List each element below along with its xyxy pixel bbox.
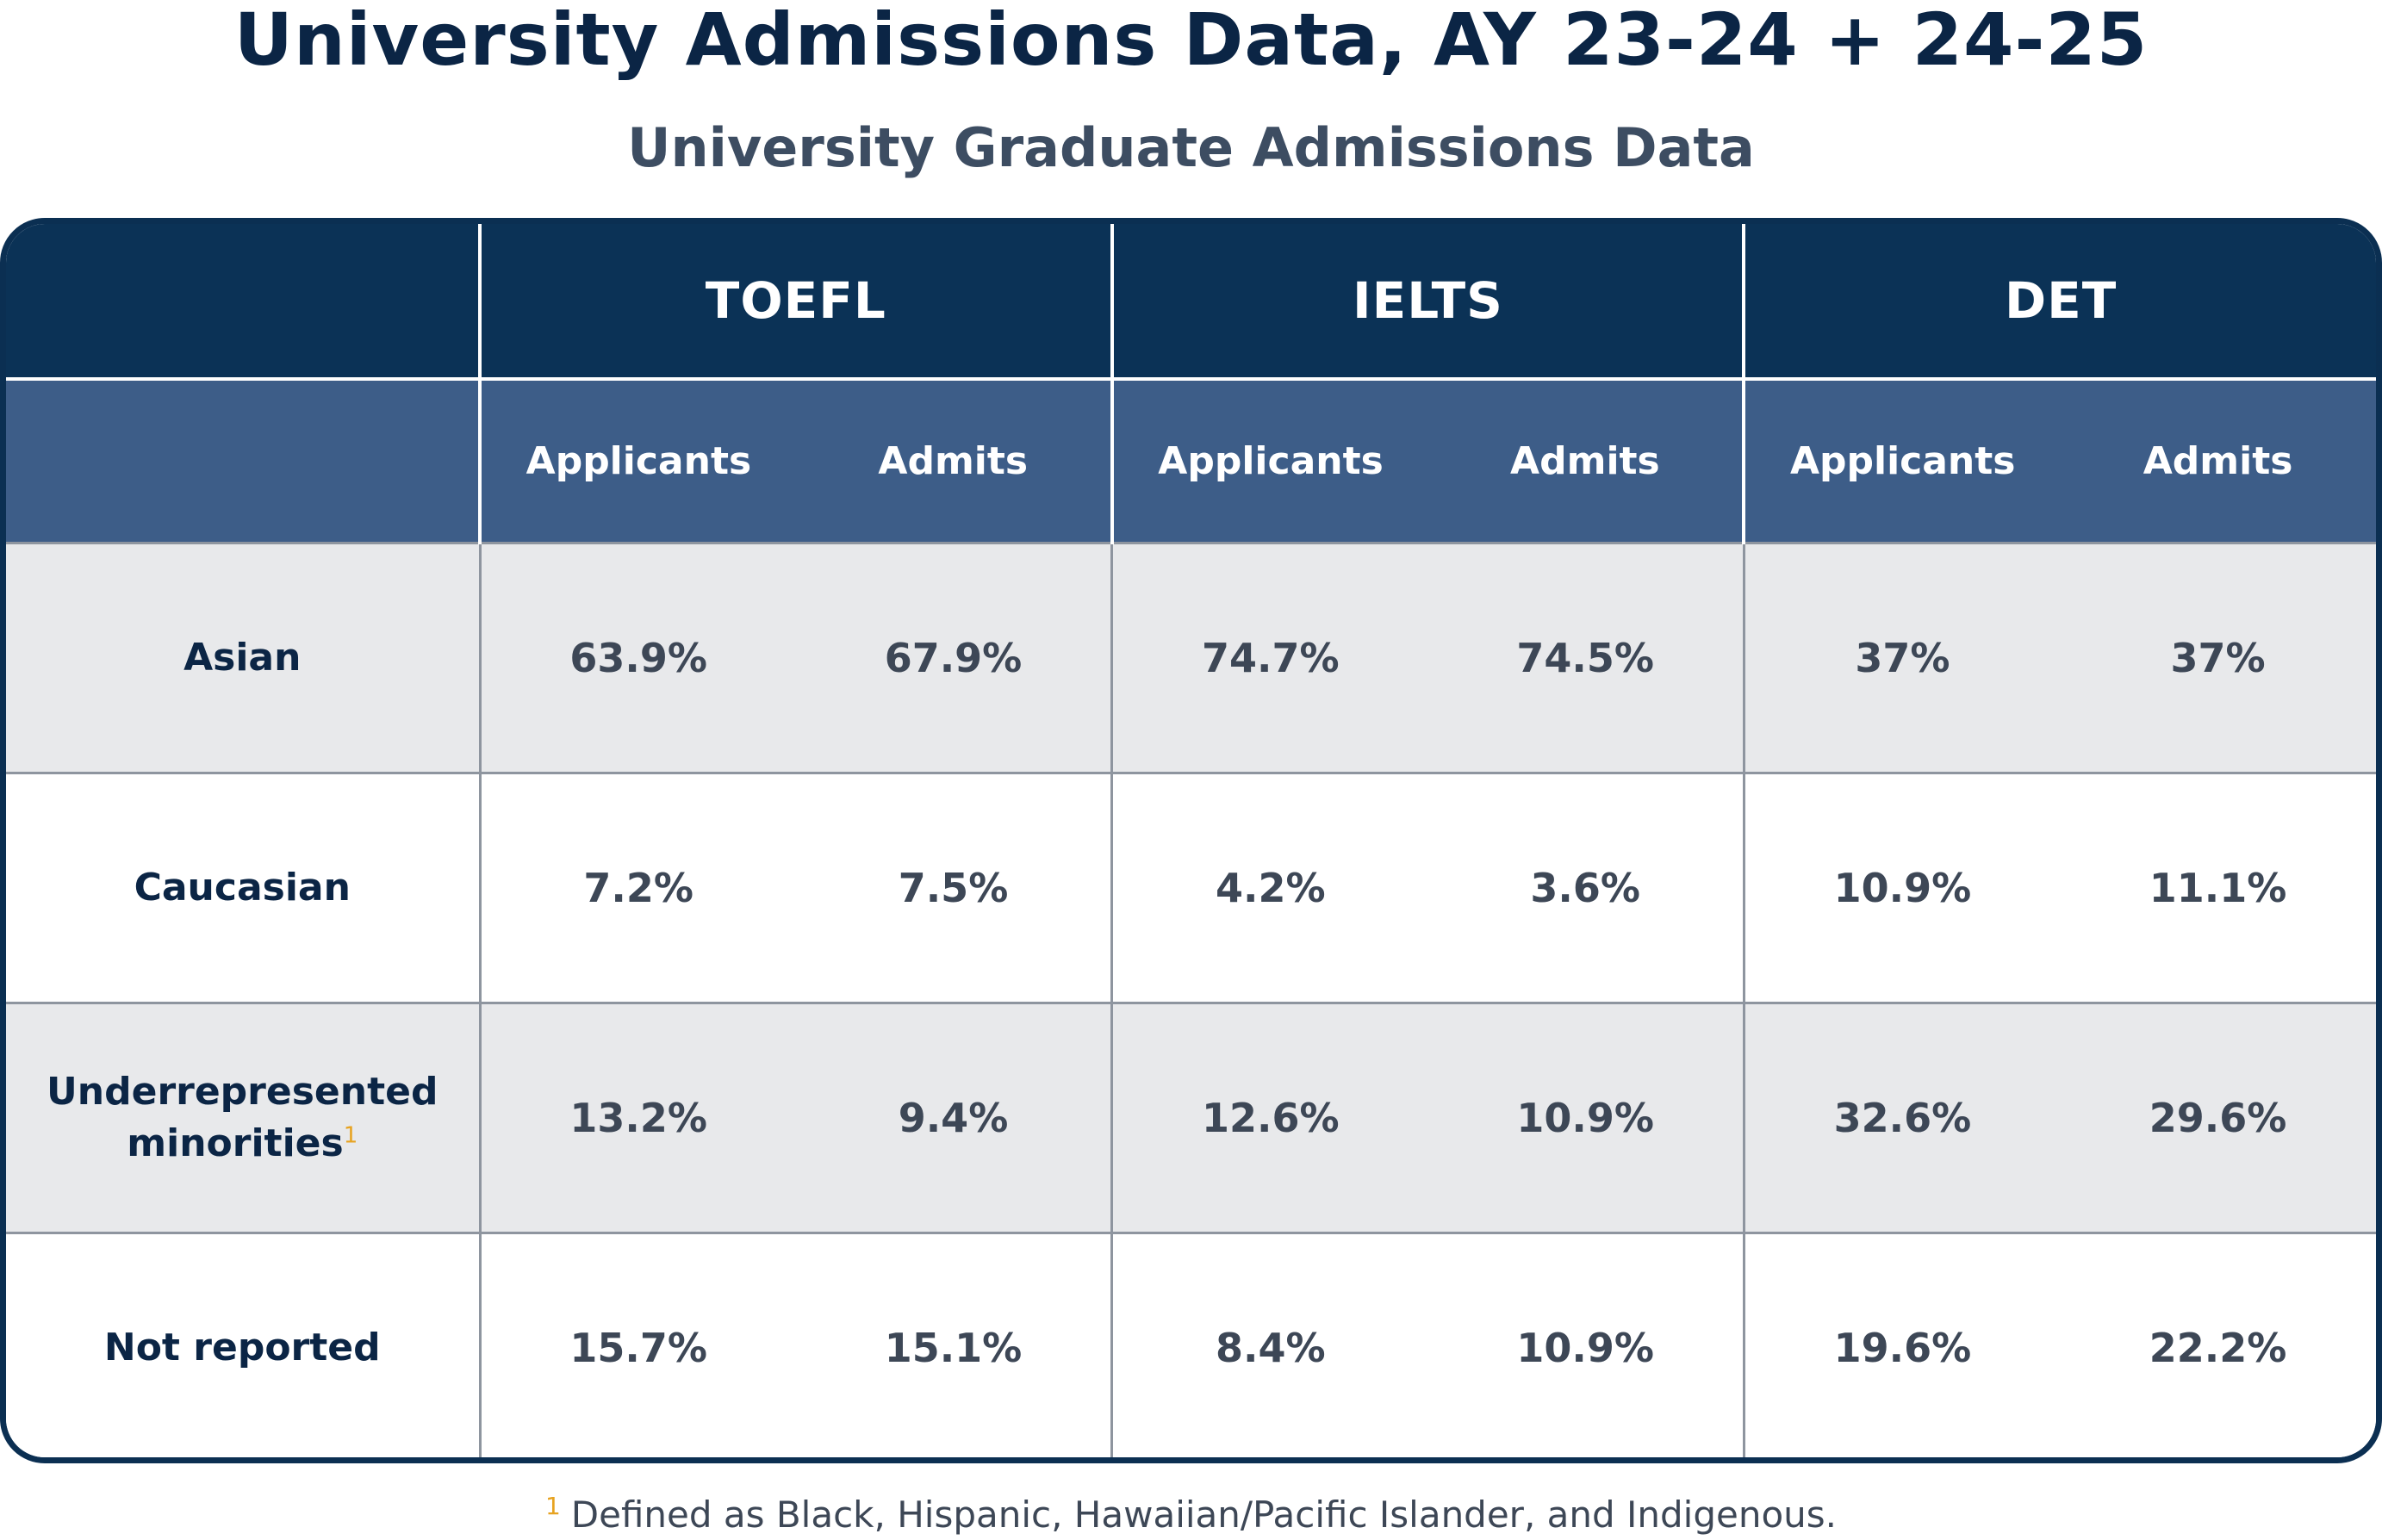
row-label: Underrepresented minorities1 (6, 1001, 480, 1233)
cell-toefl-applicants: 15.7% (478, 1231, 796, 1457)
footnote-text: Defined as Black, Hispanic, Hawaiian/Pac… (570, 1493, 1838, 1536)
row-label: Asian (6, 541, 480, 773)
row-label-line1: Underrepresented (47, 1069, 438, 1114)
subheader-toefl-applicants: Applicants (478, 379, 796, 543)
empty-corner-cell (6, 224, 480, 381)
subheader-ielts-admits: Admits (1510, 438, 1660, 483)
cell-ielts-admits: 3.6% (1427, 771, 1745, 1003)
cell-ielts-applicants: 8.4% (1110, 1231, 1428, 1457)
cell-toefl-admits: 9.4% (795, 1001, 1112, 1233)
cell-toefl-applicants: 63.9% (478, 541, 796, 773)
group-header-toefl: TOEFL (478, 224, 1112, 381)
row-label: Not reported (6, 1231, 480, 1457)
subheader-ielts-applicants: Applicants (1110, 379, 1428, 543)
group-header-det: DET (1742, 224, 2376, 381)
subheader-row: Applicants Admits Applicants Admits Appl… (6, 379, 2376, 543)
table-row: Asian 63.9% 67.9% 74.7% 74.5% 37% 37% (6, 541, 2376, 773)
footnote-mark: 1 (544, 1492, 561, 1520)
cell-det-admits: 37% (2060, 541, 2376, 773)
cell-det-applicants: 19.6% (1742, 1231, 2061, 1457)
footnote: 1 Defined as Black, Hispanic, Hawaiian/Pa… (0, 1490, 2382, 1540)
cell-ielts-applicants: 74.7% (1110, 541, 1428, 773)
table-row: Not reported 15.7% 15.1% 8.4% 10.9% 19.6… (6, 1231, 2376, 1457)
cell-toefl-applicants: 7.2% (478, 771, 796, 1003)
cell-ielts-admits: 10.9% (1427, 1001, 1745, 1233)
cell-toefl-admits: 67.9% (795, 541, 1112, 773)
admissions-table-container: TOEFL IELTS DET Applicants Admits Applic… (0, 218, 2382, 1463)
subheader-det-applicants: Applicants (1742, 379, 2061, 543)
cell-det-applicants: 32.6% (1742, 1001, 2061, 1233)
cell-det-admits: 11.1% (2060, 771, 2376, 1003)
cell-ielts-applicants: 12.6% (1110, 1001, 1428, 1233)
row-label: Caucasian (6, 771, 480, 1003)
cell-det-admits: 29.6% (2060, 1001, 2376, 1233)
cell-ielts-applicants: 4.2% (1110, 771, 1428, 1003)
page-subtitle: University Graduate Admissions Data (627, 116, 1755, 179)
group-header-ielts: IELTS (1110, 224, 1745, 381)
cell-det-applicants: 37% (1742, 541, 2061, 773)
cell-toefl-admits: 7.5% (795, 771, 1112, 1003)
table-row: Caucasian 7.2% 7.5% 4.2% 3.6% 10.9% 11.1… (6, 771, 2376, 1003)
row-label-line2: minorities (127, 1121, 344, 1165)
test-group-header-row: TOEFL IELTS DET (6, 224, 2376, 381)
cell-toefl-applicants: 13.2% (478, 1001, 796, 1233)
cell-toefl-admits: 15.1% (795, 1231, 1112, 1457)
cell-ielts-admits: 10.9% (1427, 1231, 1745, 1457)
cell-det-applicants: 10.9% (1742, 771, 2061, 1003)
cell-ielts-admits: 74.5% (1427, 541, 1745, 773)
admissions-table: TOEFL IELTS DET Applicants Admits Applic… (6, 224, 2376, 1457)
table-row: Underrepresented minorities1 13.2% 9.4% … (6, 1001, 2376, 1233)
footnote-marker: 1 (343, 1121, 358, 1148)
subheader-det-admits: Admits (2143, 438, 2293, 483)
empty-subheader-cell (6, 379, 480, 543)
subheader-toefl-admits: Admits (878, 438, 1029, 483)
cell-det-admits: 22.2% (2060, 1231, 2376, 1457)
page-title: University Admissions Data, AY 23-24 + 2… (233, 0, 2149, 82)
